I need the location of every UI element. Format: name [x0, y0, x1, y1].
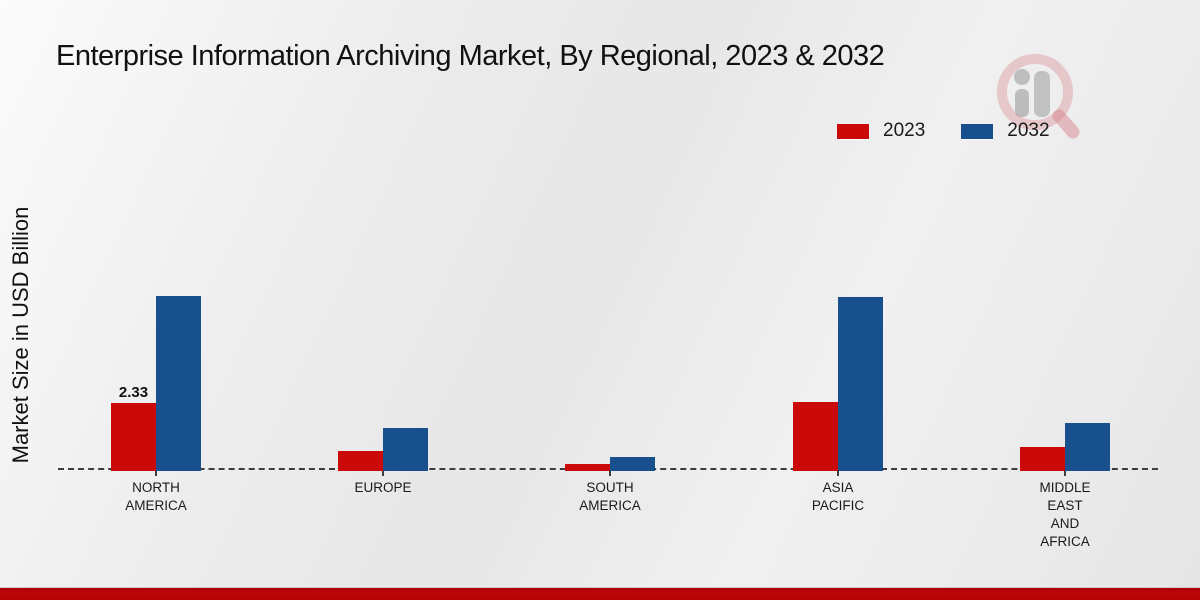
category-label-line: EUROPE — [354, 480, 412, 495]
bar-2032-north-america — [156, 295, 201, 471]
y-axis-label: Market Size in USD Billion — [8, 206, 33, 464]
bar-2023-europe — [338, 451, 383, 471]
bar-2023-asia-pacific — [793, 402, 838, 471]
legend-swatch-2023 — [837, 123, 869, 139]
legend-label-2032: 2032 — [1007, 120, 1050, 141]
legend-item-2032: 2032 — [961, 120, 1050, 142]
category-label-line: AND — [1050, 516, 1080, 531]
bar-2032-asia-pacific — [838, 296, 883, 471]
bar-value-label: 2.33 — [118, 383, 149, 401]
category-label-south-america: SOUTH AMERICA — [579, 479, 641, 515]
category-label-europe: EUROPE — [354, 479, 411, 497]
chart-title: Enterprise Information Archiving Market,… — [56, 40, 885, 72]
category-label-line: NORTH — [132, 480, 180, 495]
category-label-middle-east-and-africa: MIDDLE EAST AND AFRICA — [1039, 479, 1090, 551]
category-label-north-america: NORTH AMERICA — [125, 479, 187, 515]
bar-2023-middle-east-and-africa — [1020, 447, 1065, 471]
legend-label-2023: 2023 — [883, 120, 926, 141]
legend-swatch-2032 — [961, 123, 994, 139]
axis-tick-south-america — [609, 469, 611, 476]
category-label-line: ASIA — [822, 480, 854, 495]
category-label-line: AMERICA — [579, 498, 641, 513]
category-label-line: PACIFIC — [811, 498, 865, 513]
bar-2032-middle-east-and-africa — [1065, 423, 1110, 471]
magnifier-logo-watermark — [997, 54, 1080, 139]
legend-item-2023: 2023 — [837, 120, 925, 142]
footer-red-band — [0, 587, 1200, 600]
bar-2032-south-america — [610, 457, 655, 471]
axis-tick-europe — [382, 469, 384, 476]
category-label-line: AMERICA — [125, 498, 187, 513]
bar-2023-south-america — [565, 464, 610, 471]
axis-tick-north-america — [155, 469, 157, 476]
axis-tick-asia-pacific — [837, 469, 839, 476]
category-label-line: EAST — [1047, 498, 1083, 513]
legend: 2023 2032 — [837, 120, 1050, 142]
axis-tick-middle-east-and-africa — [1064, 469, 1066, 476]
category-label-line: MIDDLE — [1039, 480, 1091, 495]
category-label-line: SOUTH — [586, 480, 634, 495]
bar-2023-north-america — [111, 402, 156, 471]
bar-2032-europe — [383, 428, 428, 471]
category-label-asia-pacific: ASIA PACIFIC — [812, 479, 864, 515]
category-label-line: AFRICA — [1040, 534, 1090, 549]
